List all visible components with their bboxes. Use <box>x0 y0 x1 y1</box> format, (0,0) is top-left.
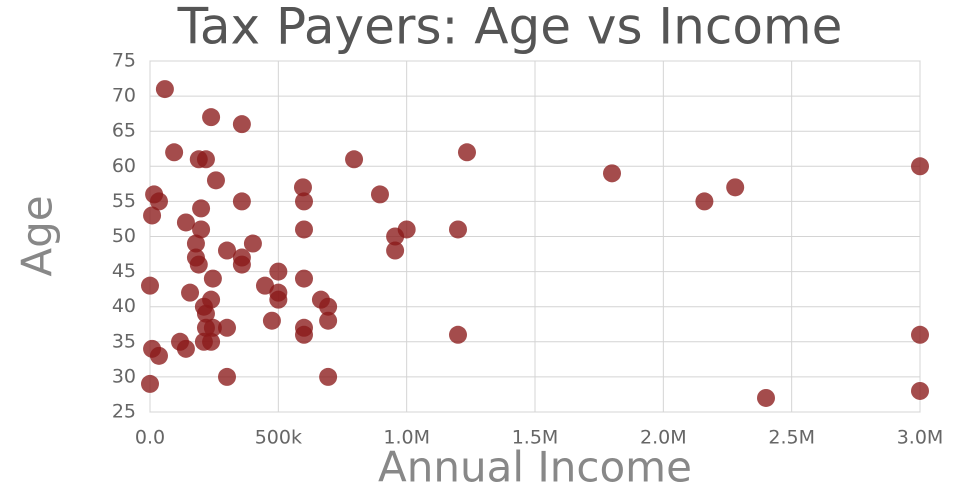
point <box>202 108 221 127</box>
x-tick-label: 3.0M <box>897 427 944 449</box>
y-tick-label: 65 <box>112 120 136 142</box>
x-axis-label: Annual Income <box>378 443 692 492</box>
point <box>203 269 222 288</box>
point <box>295 220 313 239</box>
point <box>176 339 195 358</box>
point <box>186 234 205 253</box>
point <box>206 171 225 190</box>
point <box>165 143 184 162</box>
x-tick-label: 500k <box>255 427 302 449</box>
y-tick-label: 70 <box>112 85 136 107</box>
point <box>262 311 281 330</box>
point <box>196 150 215 169</box>
y-tick-label: 75 <box>112 50 136 72</box>
point <box>181 283 200 302</box>
point <box>243 234 262 253</box>
y-tick-label: 35 <box>112 330 136 352</box>
point <box>149 192 168 211</box>
x-tick-label: 2.0M <box>640 427 687 449</box>
point <box>196 304 215 323</box>
point <box>295 325 313 344</box>
point <box>726 178 745 197</box>
point <box>695 192 714 211</box>
y-axis-label: Age <box>13 195 62 276</box>
point <box>189 255 208 274</box>
point <box>255 276 274 295</box>
point <box>603 164 621 183</box>
x-tick-label: 1.0M <box>383 427 430 449</box>
point <box>293 178 312 197</box>
point <box>319 311 338 330</box>
x-tick-label: 2.5M <box>768 427 815 449</box>
point <box>345 150 364 169</box>
point <box>911 157 929 176</box>
point <box>232 192 251 211</box>
point <box>141 374 159 393</box>
point <box>149 346 168 365</box>
y-tick-label: 40 <box>112 295 136 317</box>
point <box>155 80 174 99</box>
point <box>269 290 288 309</box>
y-tick-label: 60 <box>112 155 136 177</box>
point <box>218 241 236 260</box>
x-tick-label: 0.0 <box>135 427 165 449</box>
y-tick-label: 25 <box>112 401 136 423</box>
y-tick-label: 30 <box>112 365 136 387</box>
point <box>911 325 929 344</box>
point <box>319 367 338 386</box>
point <box>295 269 313 288</box>
x-tick-label: 1.5M <box>512 427 559 449</box>
point <box>295 192 313 211</box>
chart-title: Tax Payers: Age vs Income <box>177 0 843 56</box>
point <box>319 297 338 316</box>
point <box>176 213 195 232</box>
point <box>386 227 405 246</box>
point <box>203 318 222 337</box>
point <box>141 276 159 295</box>
y-tick-label: 50 <box>112 225 136 247</box>
y-tick-label: 55 <box>112 190 136 212</box>
point <box>232 115 251 134</box>
point <box>269 262 288 281</box>
point <box>449 220 467 239</box>
point <box>232 255 251 274</box>
point <box>218 367 236 386</box>
point <box>218 318 236 337</box>
point <box>757 388 775 407</box>
point <box>143 206 162 225</box>
point <box>457 143 476 162</box>
point <box>386 241 405 260</box>
point <box>192 220 211 239</box>
point <box>370 185 389 204</box>
y-tick-label: 45 <box>112 260 136 282</box>
point <box>192 199 211 218</box>
point <box>911 381 929 400</box>
point <box>449 325 467 344</box>
point <box>194 332 213 351</box>
